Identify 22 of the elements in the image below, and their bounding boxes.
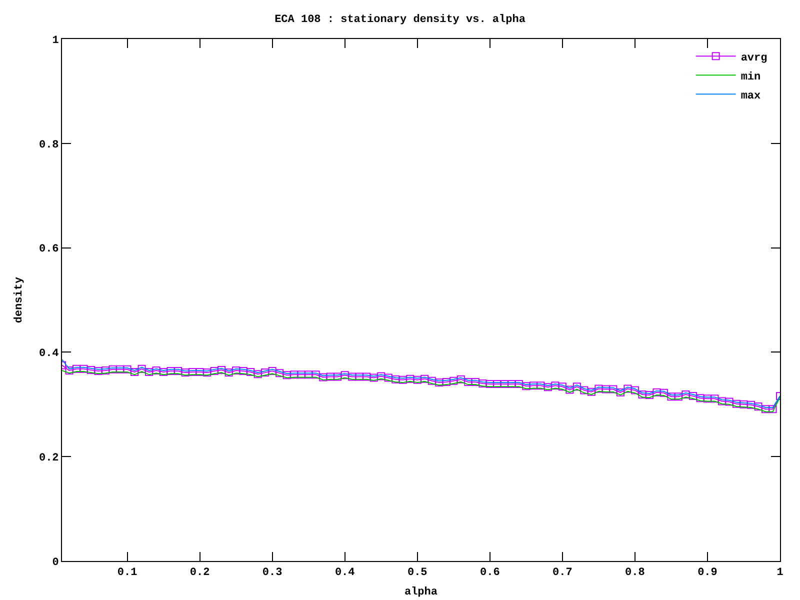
y-tick-label: 0.8: [38, 139, 60, 152]
x-tick-label: 0.9: [698, 567, 718, 580]
legend-label: min: [740, 71, 761, 84]
x-tick-label: 1: [776, 567, 784, 580]
x-tick-label: 0.2: [190, 567, 210, 580]
chart-title: ECA 108 : stationary density vs. alpha: [274, 14, 526, 26]
y-tick-label: 0: [52, 556, 59, 569]
x-axis-title: alpha: [404, 586, 438, 598]
y-tick-label: 0.2: [38, 452, 59, 464]
x-tick-label: 0.8: [625, 567, 646, 580]
x-tick-label: 0.6: [480, 567, 500, 580]
x-tick-label: 0.1: [117, 567, 138, 580]
legend-label: avrg: [740, 52, 768, 64]
y-tick-label: 1: [52, 34, 60, 47]
y-tick-label: 0.4: [38, 348, 60, 360]
x-tick-label: 0.4: [334, 567, 356, 580]
legend-label: max: [740, 90, 762, 102]
x-tick-label: 0.7: [552, 567, 572, 580]
y-axis-title: density: [14, 276, 26, 324]
x-tick-label: 0.5: [407, 567, 428, 580]
y-tick-label: 0.6: [38, 244, 59, 256]
x-tick-label: 0.3: [262, 567, 283, 580]
